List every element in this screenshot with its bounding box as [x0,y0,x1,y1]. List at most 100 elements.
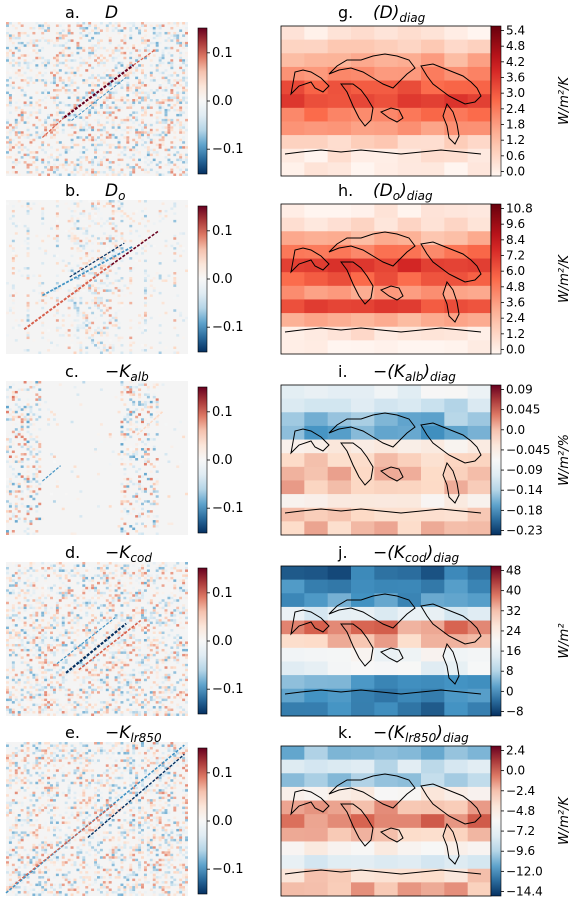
matrix-cell [135,86,139,90]
matrix-cell [88,156,92,159]
matrix-cell [170,658,174,662]
matrix-cell [44,609,48,612]
matrix-cell [61,334,65,337]
matrix-cell [44,668,48,672]
matrix-cell [58,61,62,65]
matrix-cell [102,681,106,684]
matrix-cell [70,324,74,327]
matrix-cell [17,711,21,714]
matrix-cell [176,34,180,37]
matrix-cell [114,108,118,112]
matrix-cell [47,594,51,597]
matrix-cell [47,656,51,659]
matrix-cell [26,629,30,632]
matrix-cell [97,26,100,30]
matrix-cell [108,611,112,615]
matrix-cell [85,116,89,119]
matrix-cell [161,584,165,587]
matrix-cell [167,36,171,40]
matrix-cell [55,616,59,620]
matrix-cell [26,133,30,137]
matrix-cell [20,204,24,208]
matrix-cell [143,418,147,421]
matrix-cell [23,161,27,164]
matrix-cell [29,564,33,567]
matrix-cell [179,678,183,682]
matrix-cell [173,686,177,689]
matrix-cell [173,599,177,602]
matrix-cell [38,26,42,30]
matrix-cell [91,269,95,273]
matrix-cell [179,711,183,714]
matrix-cell [164,678,168,682]
matrix-cell [141,316,144,320]
matrix-cell [61,636,65,639]
matrix-cell [41,696,45,699]
matrix-cell [141,564,144,567]
matrix-cell [64,708,68,712]
matrix-cell [135,54,139,57]
matrix-cell [132,673,136,677]
matrix-cell [149,522,153,526]
matrix-cell [94,171,97,174]
matrix-cell [120,490,124,493]
matrix-cell [108,234,112,238]
matrix-cell [11,259,15,263]
matrix-cell [138,151,142,154]
matrix-cell [146,619,150,622]
matrix-cell [82,214,86,218]
matrix-cell [70,108,74,112]
matrix-cell [176,123,180,127]
matrix-cell [132,103,136,107]
matrix-cell [55,148,59,152]
matrix-cell [111,688,115,692]
matrix-cell [26,651,30,654]
matrix-cell [55,681,59,684]
matrix-cell [55,121,59,124]
matrix-cell [14,123,18,127]
matrix-cell [8,482,12,486]
matrix-cell [94,631,97,635]
matrix-cell [179,81,183,85]
matrix-cell [164,643,168,647]
matrix-cell [44,400,48,404]
matrix-cell [14,428,18,431]
matrix-cell [50,341,53,345]
matrix-cell [120,99,124,102]
matrix-cell [105,277,109,280]
matrix-cell [26,64,30,67]
matrix-cell [35,133,39,137]
matrix-cell [85,744,89,747]
matrix-cell [17,646,21,649]
matrix-cell [138,91,142,95]
matrix-cell [47,163,51,167]
matrix-cell [132,393,136,396]
matrix-cell [179,123,183,127]
matrix-cell [32,619,36,622]
matrix-cell [20,66,24,70]
matrix-cell [26,301,30,305]
matrix-cell [50,133,53,137]
matrix-cell [173,658,177,662]
matrix-cell [114,321,118,325]
matrix-cell [70,269,74,273]
matrix-cell [52,54,56,57]
matrix-cell [29,381,33,384]
matrix-cell [29,606,33,610]
matrix-cell [126,99,130,102]
matrix-cell [52,584,56,587]
matrix-cell [117,344,121,347]
matrix-cell [14,507,18,511]
matrix-cell [129,711,133,714]
matrix-cell [108,264,112,268]
matrix-cell [97,156,100,159]
matrix-cell [11,393,15,396]
matrix-cell [167,634,171,637]
matrix-cell [44,69,48,72]
matrix-cell [117,599,121,602]
matrix-cell [85,624,89,627]
matrix-cell [155,398,159,401]
matrix-cell [73,678,77,682]
matrix-cell [85,242,89,245]
matrix-cell [117,158,121,162]
